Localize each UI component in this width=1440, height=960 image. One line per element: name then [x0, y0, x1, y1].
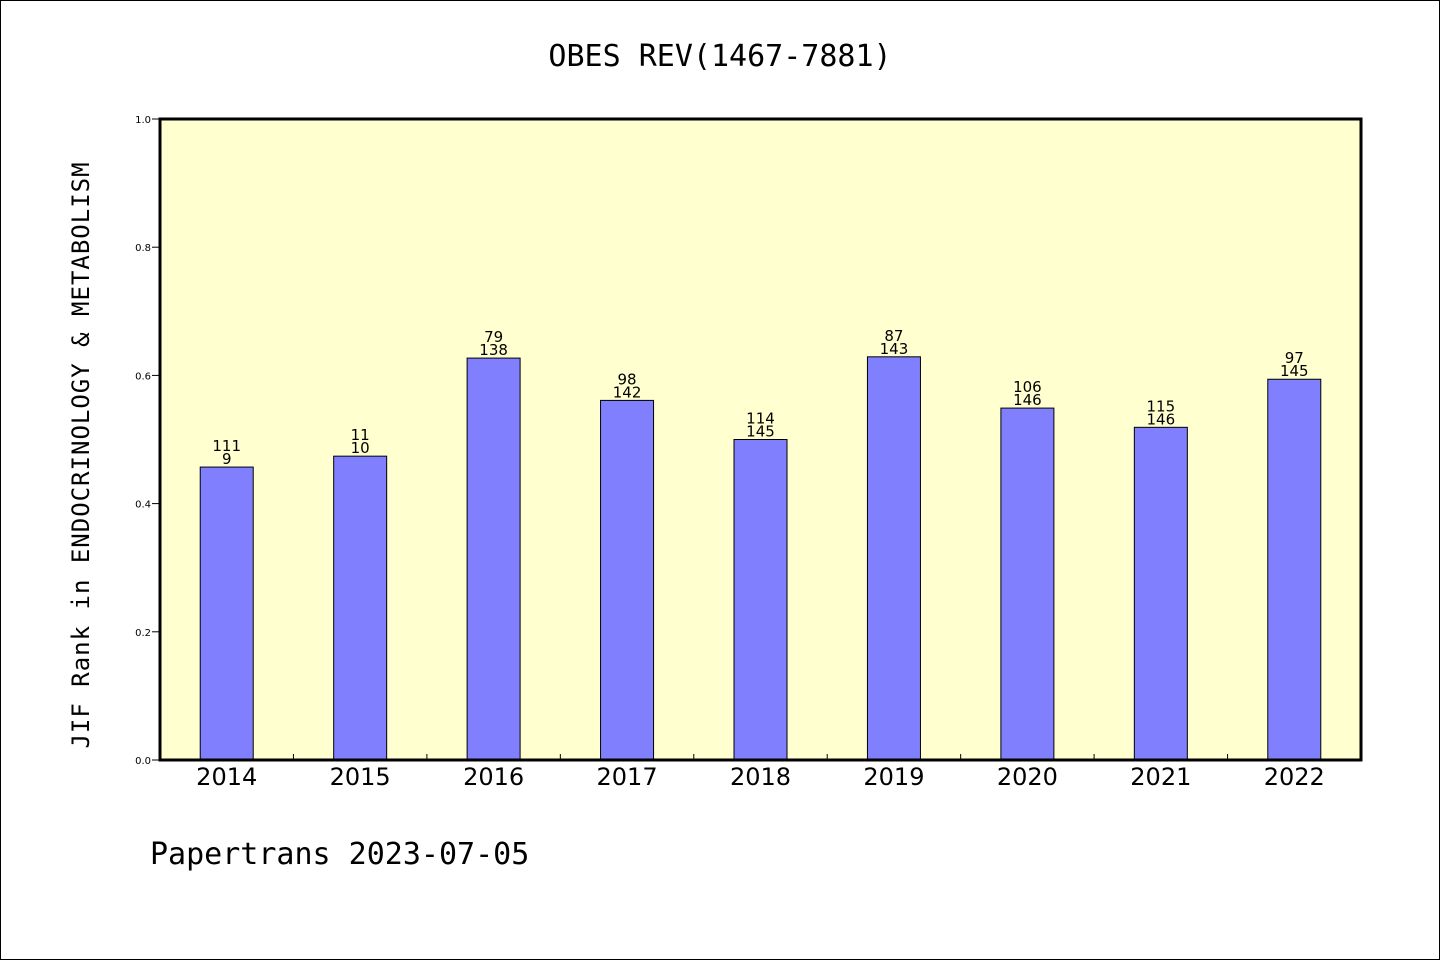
plot-border [158, 117, 1363, 762]
bar-2017 [600, 399, 655, 761]
bar-2022 [1267, 378, 1322, 761]
y-tick-label-0.8: 0.8 [135, 243, 151, 254]
bar-2019 [866, 356, 921, 761]
bar-label-bottom-2017: 142 [613, 383, 642, 401]
bar-label-bottom-2022: 145 [1280, 362, 1309, 380]
x-tick-label-2015: 2015 [330, 763, 391, 791]
bar-label-bottom-2020: 146 [1013, 391, 1042, 409]
bar-label-top-2019: 87 [884, 327, 903, 345]
bar-2021 [1133, 426, 1188, 761]
x-tick-label-2019: 2019 [863, 763, 924, 791]
bar-2018 [733, 439, 788, 761]
x-tick-label-2016: 2016 [463, 763, 524, 791]
bar-label-top-2017: 98 [618, 370, 637, 388]
bar-label-top-2018: 114 [746, 410, 775, 428]
bar-label-top-2021: 115 [1147, 397, 1176, 415]
bar-label-bottom-2019: 143 [880, 340, 909, 358]
y-tick-label-0.0: 0.0 [135, 756, 151, 767]
bar-label-top-2014: 111 [212, 437, 241, 455]
bar-2016 [466, 357, 521, 761]
bars-group [199, 356, 1322, 761]
bar-label-bottom-2021: 146 [1147, 410, 1176, 428]
x-tick-label-2014: 2014 [196, 763, 257, 791]
x-tick-label-2021: 2021 [1130, 763, 1191, 791]
x-tick-label-2020: 2020 [997, 763, 1058, 791]
x-tick-label-2022: 2022 [1264, 763, 1325, 791]
y-tick-label-0.4: 0.4 [135, 500, 151, 511]
y-tick-label-1.0: 1.0 [135, 115, 151, 126]
bar-label-top-2022: 97 [1285, 349, 1304, 367]
x-tick-label-2018: 2018 [730, 763, 791, 791]
x-tick-label-2017: 2017 [597, 763, 658, 791]
bar-label-bottom-2015: 10 [351, 439, 370, 457]
y-tick-label-0.2: 0.2 [135, 628, 151, 639]
y-axis-label: JIF Rank in ENDOCRINOLOGY & METABOLISM [67, 161, 95, 748]
bar-label-bottom-2018: 145 [746, 423, 775, 441]
bar-2014 [199, 466, 254, 761]
bar-label-bottom-2014: 9 [222, 450, 232, 468]
bar-label-top-2015: 11 [351, 426, 370, 444]
bar-2015 [333, 455, 388, 761]
bar-label-top-2020: 106 [1013, 378, 1042, 396]
bar-label-bottom-2016: 138 [479, 341, 508, 359]
footer-text: Papertrans 2023-07-05 [150, 837, 529, 872]
bar-label-top-2016: 79 [484, 328, 503, 346]
y-tick-label-0.6: 0.6 [135, 371, 151, 382]
bar-2020 [1000, 407, 1055, 761]
y-axis: 0.0 0.2 0.4 0.6 0.8 1.0 [135, 115, 160, 767]
x-axis: 2014 2015 2016 2017 2018 2019 2020 2021 2022 [196, 754, 1325, 791]
chart-title: OBES REV(1467-7881) [548, 39, 891, 74]
